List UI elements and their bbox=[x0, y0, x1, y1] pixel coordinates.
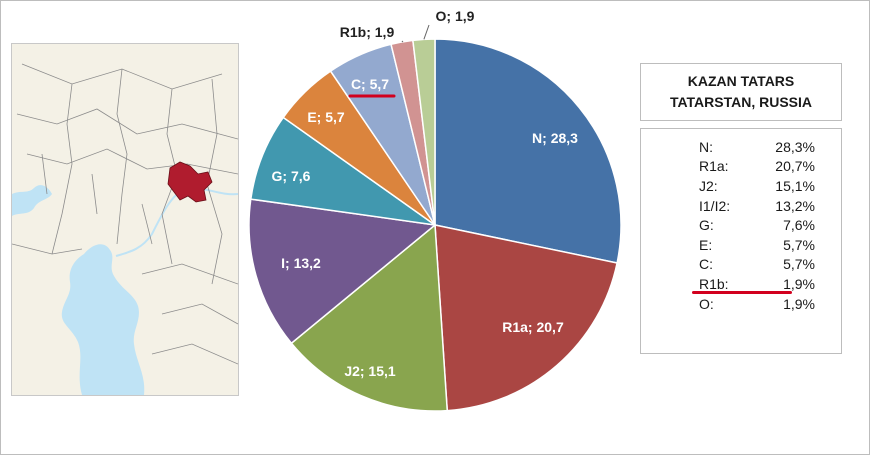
legend-row-value: 7,6% bbox=[783, 217, 815, 234]
tatarstan-locator-map bbox=[11, 43, 239, 396]
leader-line-o bbox=[423, 24, 430, 40]
slice-label-j2: J2; 15,1 bbox=[344, 363, 396, 379]
pie-slice-n bbox=[434, 38, 622, 264]
legend-row-key: E: bbox=[699, 236, 713, 253]
region-borders bbox=[12, 63, 238, 365]
legend-row-key: R1b: bbox=[699, 275, 729, 292]
legend-title-line2: TATARSTAN, RUSSIA bbox=[669, 94, 813, 110]
legend-row-value: 1,9% bbox=[783, 275, 815, 292]
caspian-sea bbox=[61, 244, 145, 395]
azov-gulf bbox=[12, 185, 52, 216]
legend-row: G: 7,6% bbox=[641, 215, 841, 235]
slice-label-c: C; 5,7 bbox=[351, 76, 389, 92]
legend-row: C: 5,7% bbox=[641, 255, 841, 275]
legend-row: J2: 15,1% bbox=[641, 176, 841, 196]
legend-row-key: I1/I2: bbox=[699, 197, 731, 214]
leader-line-r1b bbox=[401, 40, 404, 43]
pie-slice-o bbox=[412, 38, 436, 226]
legend-row-value: 20,7% bbox=[775, 158, 815, 175]
legend-row-value: 28,3% bbox=[775, 138, 815, 155]
legend-row: N: 28,3% bbox=[641, 137, 841, 157]
pie-slice-j2 bbox=[290, 223, 449, 412]
legend-row-key: G: bbox=[699, 217, 714, 234]
legend-row-key: N: bbox=[699, 138, 713, 155]
slice-label-r1a: R1a; 20,7 bbox=[502, 319, 564, 335]
legend-row-key: R1a: bbox=[699, 158, 729, 175]
map-graphic bbox=[12, 44, 238, 395]
legend-row-value: 15,1% bbox=[775, 177, 815, 194]
slice-label-r1b: R1b; 1,9 bbox=[340, 24, 395, 40]
legend-title-box: KAZAN TATARS TATARSTAN, RUSSIA bbox=[640, 63, 842, 121]
slice-label-o: O; 1,9 bbox=[436, 8, 475, 24]
legend-row-value: 5,7% bbox=[783, 256, 815, 273]
slice-label-n: N; 28,3 bbox=[532, 130, 578, 146]
legend-row: O: 1,9% bbox=[641, 294, 841, 314]
legend-highlight-underline bbox=[692, 291, 792, 294]
pie-slice-i bbox=[248, 198, 437, 345]
slice-label-e: E; 5,7 bbox=[307, 109, 345, 125]
legend-table: N: 28,3% R1a: 20,7% J2: 15,1% I1/I2: 13,2% G: 7,6… bbox=[640, 128, 842, 354]
legend-row-value: 13,2% bbox=[775, 197, 815, 214]
legend-title-line1: KAZAN TATARS bbox=[687, 73, 795, 89]
volga-river bbox=[115, 187, 238, 257]
legend-row-value: 5,7% bbox=[783, 236, 815, 253]
legend-row: E: 5,7% bbox=[641, 235, 841, 255]
legend-row-key: C: bbox=[699, 256, 713, 273]
legend-row: I1/I2: 13,2% bbox=[641, 196, 841, 216]
slice-label-g: G; 7,6 bbox=[272, 168, 311, 184]
legend-row: R1b: 1,9% bbox=[641, 274, 841, 294]
tatarstan-region bbox=[167, 161, 213, 203]
legend-row-key: J2: bbox=[699, 177, 718, 194]
legend-row: R1a: 20,7% bbox=[641, 157, 841, 177]
legend-row-value: 1,9% bbox=[783, 295, 815, 312]
pie-slice-r1a bbox=[434, 224, 618, 412]
slice-label-i: I; 13,2 bbox=[281, 255, 321, 271]
legend-row-key: O: bbox=[699, 295, 714, 312]
